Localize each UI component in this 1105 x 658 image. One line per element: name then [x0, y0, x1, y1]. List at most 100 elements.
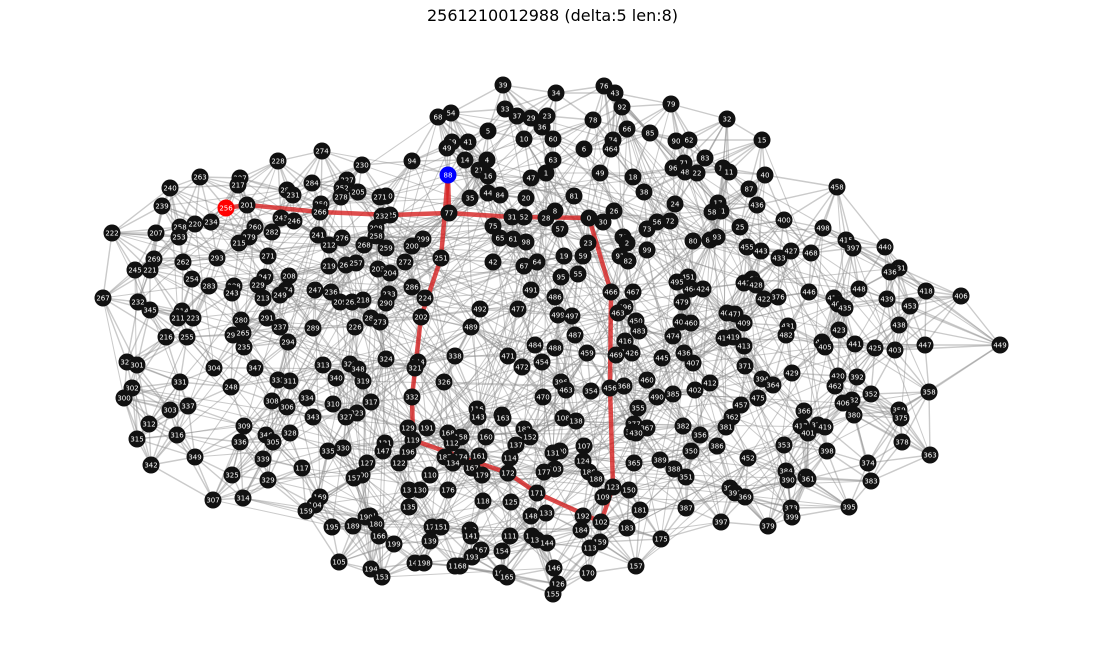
node-label: 401	[801, 430, 814, 438]
graph-node: 157	[627, 557, 645, 575]
node-label: 4	[485, 157, 490, 165]
graph-edge	[362, 367, 416, 382]
graph-node: 77	[440, 204, 458, 222]
graph-edge	[751, 278, 860, 290]
graph-node: 41	[459, 133, 477, 151]
node-label: 258	[369, 233, 382, 241]
node-label: 249	[273, 292, 286, 300]
graph-edge	[925, 290, 1001, 346]
node-label: 38	[640, 189, 649, 197]
graph-edge	[672, 297, 835, 337]
graph-node: 88	[439, 166, 457, 184]
graph-node: 460	[682, 314, 700, 332]
graph-edge	[702, 288, 746, 367]
node-label: 416	[618, 338, 632, 346]
graph-edge	[411, 160, 481, 310]
node-label: 484	[528, 342, 542, 350]
node-label: 472	[515, 364, 528, 372]
graph-edge	[414, 367, 511, 459]
graph-node: 330	[334, 439, 352, 457]
graph-edge	[479, 289, 532, 310]
node-label: 331	[173, 379, 186, 387]
node-label: 392	[850, 374, 863, 382]
graph-node: 491	[522, 281, 540, 299]
node-label: 307	[206, 497, 219, 505]
graph-node: 466	[602, 283, 620, 301]
node-label: 191	[420, 425, 433, 433]
node-label: 324	[379, 356, 393, 364]
node-label: 160	[479, 434, 492, 442]
graph-edge	[627, 103, 672, 262]
node-label: 172	[501, 470, 514, 478]
graph-edge	[836, 186, 847, 241]
path-edge	[387, 210, 452, 218]
node-label: 255	[180, 334, 193, 342]
node-label: 492	[473, 306, 486, 314]
graph-node: 1	[537, 164, 555, 182]
node-label: 33	[501, 106, 510, 114]
graph-edge	[783, 186, 838, 221]
graph-node: 325	[223, 466, 241, 484]
graph-node: 263	[191, 168, 209, 186]
graph-node: 390	[779, 471, 797, 489]
graph-edge	[696, 172, 888, 300]
node-label: 138	[569, 418, 582, 426]
node-label: 148	[524, 513, 537, 521]
graph-edge	[389, 214, 624, 238]
graph-node: 219	[320, 257, 338, 275]
node-label: 463	[559, 387, 572, 395]
graph-node: 486	[546, 288, 564, 306]
graph-edge	[102, 297, 138, 366]
graph-node: 22	[688, 164, 706, 182]
graph-edge	[627, 260, 802, 427]
node-label: 294	[281, 339, 295, 347]
graph-node: 332	[403, 388, 421, 406]
graph-node: 447	[916, 336, 934, 354]
node-label: 99	[643, 247, 652, 255]
graph-edge	[102, 297, 125, 399]
graph-edge	[102, 269, 151, 299]
graph-edge	[680, 219, 785, 323]
node-label: 118	[476, 498, 489, 506]
graph-node: 118	[474, 492, 492, 510]
node-label: 371	[738, 363, 751, 371]
node-label: 406	[836, 400, 850, 408]
node-label: 271	[261, 253, 274, 261]
graph-node: 326	[435, 373, 453, 391]
graph-node: 93	[708, 228, 726, 246]
node-label: 63	[549, 157, 558, 165]
graph-edge	[646, 249, 674, 395]
node-label: 259	[379, 245, 392, 253]
node-label: 18	[629, 174, 638, 182]
graph-node: 283	[200, 277, 218, 295]
graph-node: 284	[303, 174, 321, 192]
node-label: 199	[387, 541, 400, 549]
node-label: 390	[781, 477, 794, 485]
graph-edge	[254, 160, 279, 228]
node-label: 291	[260, 315, 273, 323]
graph-node: 148	[522, 507, 540, 525]
node-label: 82	[624, 258, 633, 266]
node-label: 325	[225, 472, 238, 480]
node-label: 202	[414, 314, 427, 322]
graph-edge	[194, 223, 387, 304]
node-label: 388	[667, 466, 680, 474]
node-label: 152	[523, 434, 536, 442]
graph-edge	[755, 174, 766, 286]
node-label: 67	[520, 263, 529, 271]
graph-node: 329	[259, 471, 277, 489]
node-label: 462	[828, 383, 841, 391]
node-label: 452	[741, 455, 754, 463]
graph-node: 217	[229, 176, 247, 194]
graph-edge	[960, 295, 1001, 346]
graph-node: 131	[544, 444, 562, 462]
graph-edge	[924, 290, 927, 346]
node-label: 129	[401, 425, 414, 433]
graph-node: 267	[94, 289, 112, 307]
graph-node: 314	[234, 489, 252, 507]
graph-node: 363	[921, 446, 939, 464]
graph-node: 40	[756, 166, 774, 184]
node-label: 54	[447, 110, 456, 118]
graph-node: 98	[517, 233, 535, 251]
node-label: 154	[495, 548, 509, 556]
